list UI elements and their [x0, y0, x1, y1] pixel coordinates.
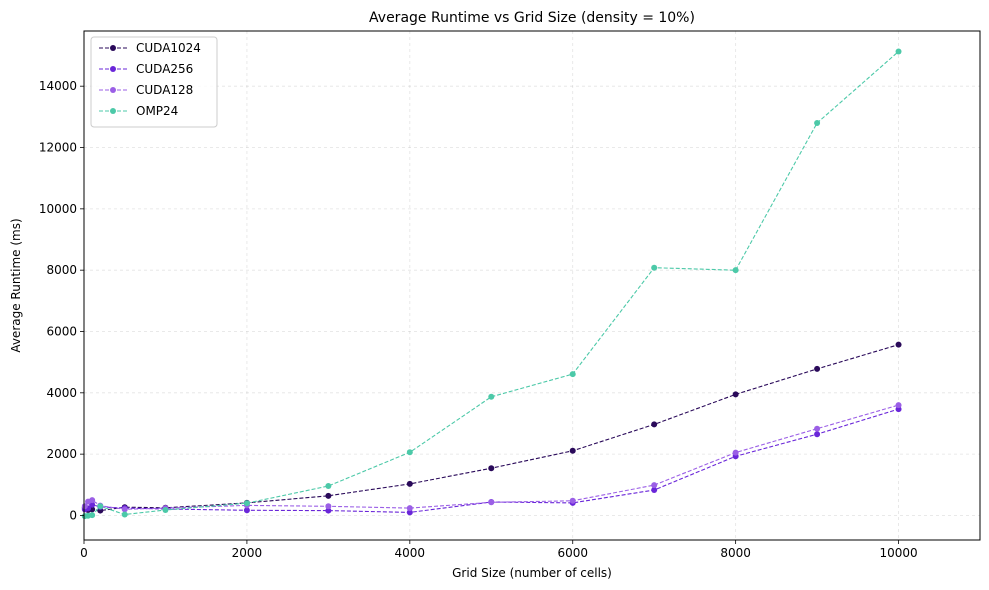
data-point [81, 503, 88, 510]
y-axis-label: Average Runtime (ms) [9, 218, 23, 352]
grid [83, 31, 980, 540]
data-point [406, 509, 413, 516]
data-point [569, 497, 576, 504]
series-cuda128 [81, 402, 902, 513]
data-point [814, 119, 821, 126]
data-point [89, 497, 96, 504]
data-point [651, 487, 658, 494]
y-tick-label: 10000 [39, 202, 77, 216]
data-point [406, 480, 413, 487]
data-point [732, 449, 739, 456]
x-axis-label: Grid Size (number of cells) [452, 566, 612, 580]
data-point [325, 483, 332, 490]
data-point [895, 48, 902, 55]
data-point [243, 500, 250, 507]
y-tick-label: 4000 [46, 386, 77, 400]
plot-frame [83, 30, 981, 541]
data-point [569, 371, 576, 378]
x-tick-label: 2000 [232, 546, 263, 560]
data-point [488, 393, 495, 400]
data-point [406, 449, 413, 456]
data-point [325, 503, 332, 510]
legend-swatch-marker [110, 87, 116, 93]
legend-swatch-marker [110, 66, 116, 72]
data-point [243, 507, 250, 514]
data-point [651, 421, 658, 428]
data-point [121, 511, 128, 518]
data-point [814, 425, 821, 432]
data-point [97, 503, 104, 510]
chart-title: Average Runtime vs Grid Size (density = … [369, 10, 695, 26]
legend-label: CUDA256 [136, 62, 193, 76]
x-tick-label: 6000 [557, 546, 588, 560]
legend-swatch-marker [110, 45, 116, 51]
legend-item: CUDA128 [99, 83, 193, 97]
legend: CUDA1024 CUDA256 CUDA128 OMP24 [90, 36, 218, 128]
legend-swatch-marker [110, 108, 116, 114]
data-point [569, 447, 576, 454]
y-tick-label: 8000 [46, 263, 77, 277]
data-point [895, 341, 902, 348]
data-point [406, 505, 413, 512]
legend-box [90, 36, 218, 128]
y-tick-label: 6000 [46, 324, 77, 338]
data-point [651, 482, 658, 489]
legend-label: OMP24 [136, 104, 178, 118]
legend-item: CUDA1024 [99, 41, 201, 55]
data-point [814, 365, 821, 372]
data-point [162, 506, 169, 513]
series-line [84, 344, 899, 512]
series-line [84, 51, 899, 517]
data-point [895, 402, 902, 409]
x-tick-label: 10000 [879, 546, 917, 560]
data-point [89, 512, 96, 519]
y-tick-label: 2000 [46, 447, 77, 461]
data-point [488, 465, 495, 472]
series-group [81, 48, 902, 520]
data-point [732, 391, 739, 398]
y-tick-label: 14000 [39, 79, 77, 93]
data-point [651, 264, 658, 271]
data-point [488, 499, 495, 506]
series-line [84, 408, 899, 513]
data-point [325, 492, 332, 499]
data-point [121, 506, 128, 513]
legend-item: CUDA256 [99, 62, 193, 76]
legend-label: CUDA128 [136, 83, 193, 97]
legend-item: OMP24 [99, 104, 178, 118]
legend-label: CUDA1024 [136, 41, 201, 55]
x-tick-label: 0 [80, 546, 88, 560]
series-omp24 [81, 48, 902, 520]
x-tick-label: 4000 [395, 546, 426, 560]
y-tick-label: 0 [69, 508, 77, 522]
data-point [814, 431, 821, 438]
axes: 0 2000 4000 6000 8000 10000 0 2000 4000 6000 8000 1… [39, 79, 918, 560]
y-tick-label: 12000 [39, 141, 77, 155]
x-tick-label: 8000 [720, 546, 751, 560]
data-point [89, 501, 96, 508]
data-point [325, 507, 332, 514]
data-point [732, 267, 739, 274]
